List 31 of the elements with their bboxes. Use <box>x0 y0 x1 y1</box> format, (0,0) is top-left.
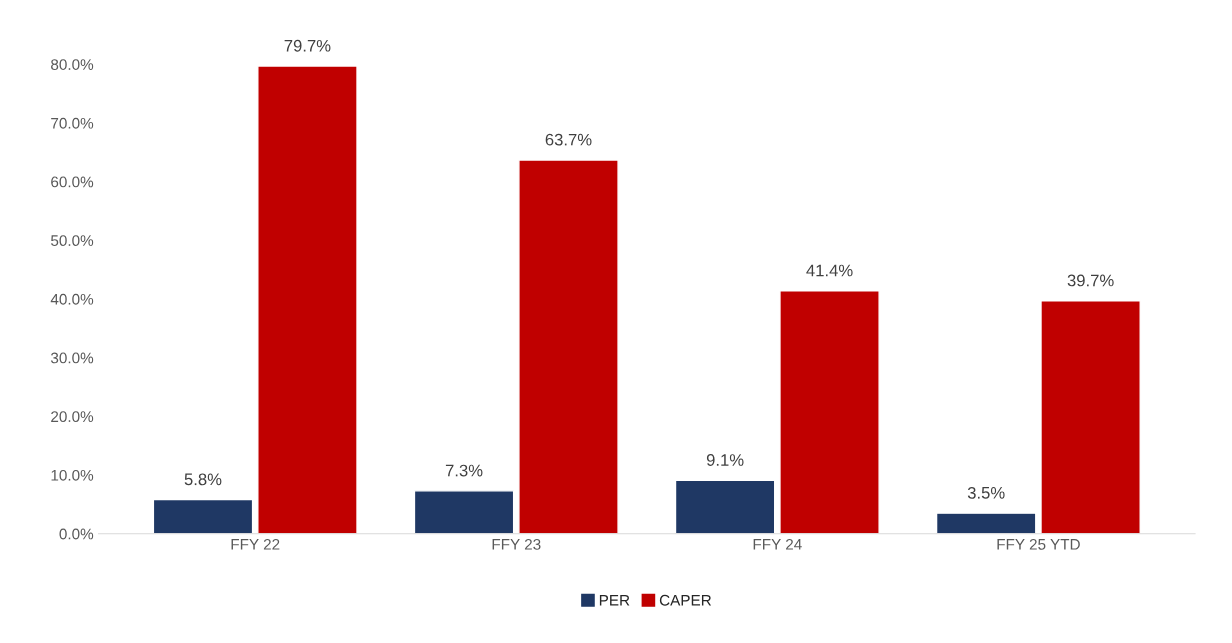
x-tick-label: FFY 22 <box>231 538 280 550</box>
legend-label: CAPER <box>659 594 712 606</box>
data-label: 63.7% <box>545 133 592 146</box>
data-label: 7.3% <box>445 464 483 477</box>
x-tick-label: FFY 24 <box>753 538 802 550</box>
bar <box>257 65 358 534</box>
y-tick-label: 20.0% <box>51 411 94 423</box>
data-label: 79.7% <box>284 39 331 52</box>
bar <box>674 479 776 534</box>
y-tick-label: 70.0% <box>51 117 94 129</box>
data-label: 39.7% <box>1067 274 1114 287</box>
bar <box>518 159 619 534</box>
bar <box>1040 300 1141 534</box>
data-label: 5.8% <box>184 473 222 486</box>
x-tick-label: FFY 25 YTD <box>997 538 1080 550</box>
data-label: 41.4% <box>806 264 853 277</box>
bar <box>779 290 880 534</box>
y-tick-label: 80.0% <box>51 59 94 70</box>
bar <box>935 512 1037 534</box>
legend-label: PER <box>599 595 630 606</box>
y-tick-label: 60.0% <box>51 176 94 188</box>
bar <box>413 490 515 534</box>
data-label: 9.1% <box>706 454 744 466</box>
y-tick-label: 40.0% <box>50 293 94 305</box>
y-tick-label: 10.0% <box>51 469 94 481</box>
y-tick-label: 0.0% <box>59 528 94 540</box>
y-tick-label: 50.0% <box>50 235 94 247</box>
bar <box>152 498 254 534</box>
x-tick-label: FFY 23 <box>492 538 541 550</box>
data-label: 3.5% <box>967 486 1005 499</box>
y-tick-label: 30.0% <box>50 352 94 364</box>
